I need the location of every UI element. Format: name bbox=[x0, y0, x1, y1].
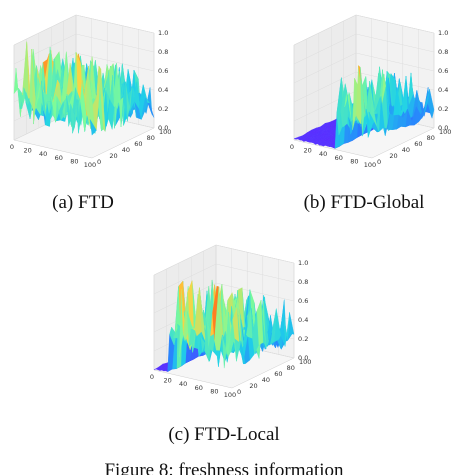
y-tick-label: 0 bbox=[377, 158, 381, 166]
z-tick-label: 0.8 bbox=[438, 48, 448, 56]
surface-patch bbox=[89, 119, 97, 136]
x-tick-label: 20 bbox=[23, 147, 31, 155]
y-tick-label: 20 bbox=[249, 382, 257, 390]
z-tick-label: 0.6 bbox=[158, 67, 168, 75]
subplot-c: 0 20 40 60 80 100 0204060801000.00.20.40.60.81… bbox=[150, 244, 311, 399]
grid-line bbox=[355, 14, 435, 34]
x-tick-label: 40 bbox=[179, 380, 187, 388]
y-tick-label: 0 bbox=[237, 388, 241, 396]
grid-line bbox=[153, 282, 217, 314]
x-tick-label: 0 bbox=[10, 143, 14, 151]
grid-line bbox=[13, 14, 77, 46]
y-tick-label: 80 bbox=[287, 364, 295, 372]
z-tick-label: 0.2 bbox=[158, 105, 168, 113]
z-tick-label: 0.0 bbox=[438, 124, 448, 132]
z-tick-label: 0.0 bbox=[158, 124, 168, 132]
x-tick-label: 100 bbox=[224, 391, 236, 399]
grid-line bbox=[13, 33, 77, 65]
x-tick-label: 0 bbox=[150, 373, 154, 381]
grid-line bbox=[293, 14, 357, 46]
grid-line bbox=[153, 244, 217, 276]
z-tick-label: 0.8 bbox=[298, 278, 308, 286]
y-tick-label: 80 bbox=[147, 134, 155, 142]
z-tick-label: 0.4 bbox=[298, 316, 308, 324]
x-tick-label: 20 bbox=[163, 377, 171, 385]
caption-b: (b) FTD-Global bbox=[304, 192, 425, 213]
x-tick-label: 20 bbox=[303, 147, 311, 155]
grid-line bbox=[355, 52, 435, 72]
z-tick-label: 0.4 bbox=[158, 86, 168, 94]
z-tick-label: 1.0 bbox=[298, 259, 308, 267]
subplot-a: 0 20 40 60 80 100 0204060801000.00.20.40.60.81… bbox=[10, 14, 171, 169]
y-tick-label: 100 bbox=[159, 128, 171, 136]
y-tick-label: 40 bbox=[122, 146, 130, 154]
surface-patch bbox=[229, 320, 237, 362]
y-tick-label: 40 bbox=[262, 376, 270, 384]
subplot-b: 0 20 40 60 80 100 0204060801000.00.20.40.60.81… bbox=[290, 14, 451, 169]
grid-line bbox=[293, 33, 357, 65]
y-tick-label: 0 bbox=[97, 158, 101, 166]
y-tick-label: 40 bbox=[402, 146, 410, 154]
x-tick-label: 80 bbox=[350, 157, 358, 165]
grid-line bbox=[215, 244, 295, 264]
z-tick-label: 0.0 bbox=[298, 354, 308, 362]
surface-patch bbox=[369, 100, 377, 126]
x-tick-label: 60 bbox=[55, 154, 63, 162]
z-tick-label: 0.2 bbox=[298, 335, 308, 343]
x-tick-label: 60 bbox=[335, 154, 343, 162]
y-tick-label: 80 bbox=[427, 134, 435, 142]
grid-line bbox=[153, 263, 217, 295]
x-tick-label: 100 bbox=[84, 161, 96, 169]
x-tick-label: 40 bbox=[39, 150, 47, 158]
x-tick-label: 80 bbox=[70, 157, 78, 165]
y-tick-label: 20 bbox=[389, 152, 397, 160]
y-tick-label: 20 bbox=[109, 152, 117, 160]
y-tick-label: 60 bbox=[414, 140, 422, 148]
grid-line bbox=[355, 33, 435, 53]
x-tick-label: 40 bbox=[319, 150, 327, 158]
z-tick-label: 1.0 bbox=[158, 29, 168, 37]
x-tick-label: 0 bbox=[290, 143, 294, 151]
caption-a: (a) FTD bbox=[52, 192, 114, 213]
grid-line bbox=[293, 52, 357, 84]
z-tick-label: 0.2 bbox=[438, 105, 448, 113]
x-tick-label: 60 bbox=[195, 384, 203, 392]
y-tick-label: 100 bbox=[299, 358, 311, 366]
z-tick-label: 0.4 bbox=[438, 86, 448, 94]
grid-line bbox=[75, 52, 155, 72]
x-tick-label: 100 bbox=[364, 161, 376, 169]
grid-line bbox=[75, 33, 155, 53]
grid-line bbox=[215, 263, 295, 283]
y-tick-label: 100 bbox=[439, 128, 451, 136]
z-tick-label: 0.8 bbox=[158, 48, 168, 56]
y-tick-label: 60 bbox=[134, 140, 142, 148]
z-tick-label: 1.0 bbox=[438, 29, 448, 37]
y-tick-label: 60 bbox=[274, 370, 282, 378]
caption-c: (c) FTD-Local bbox=[168, 424, 279, 445]
x-tick-label: 80 bbox=[210, 387, 218, 395]
z-tick-label: 0.6 bbox=[298, 297, 308, 305]
z-tick-label: 0.6 bbox=[438, 67, 448, 75]
figure-caption: Figure 8: freshness information bbox=[104, 460, 344, 475]
grid-line bbox=[215, 282, 295, 302]
grid-line bbox=[75, 14, 155, 34]
grid-line bbox=[293, 71, 357, 103]
